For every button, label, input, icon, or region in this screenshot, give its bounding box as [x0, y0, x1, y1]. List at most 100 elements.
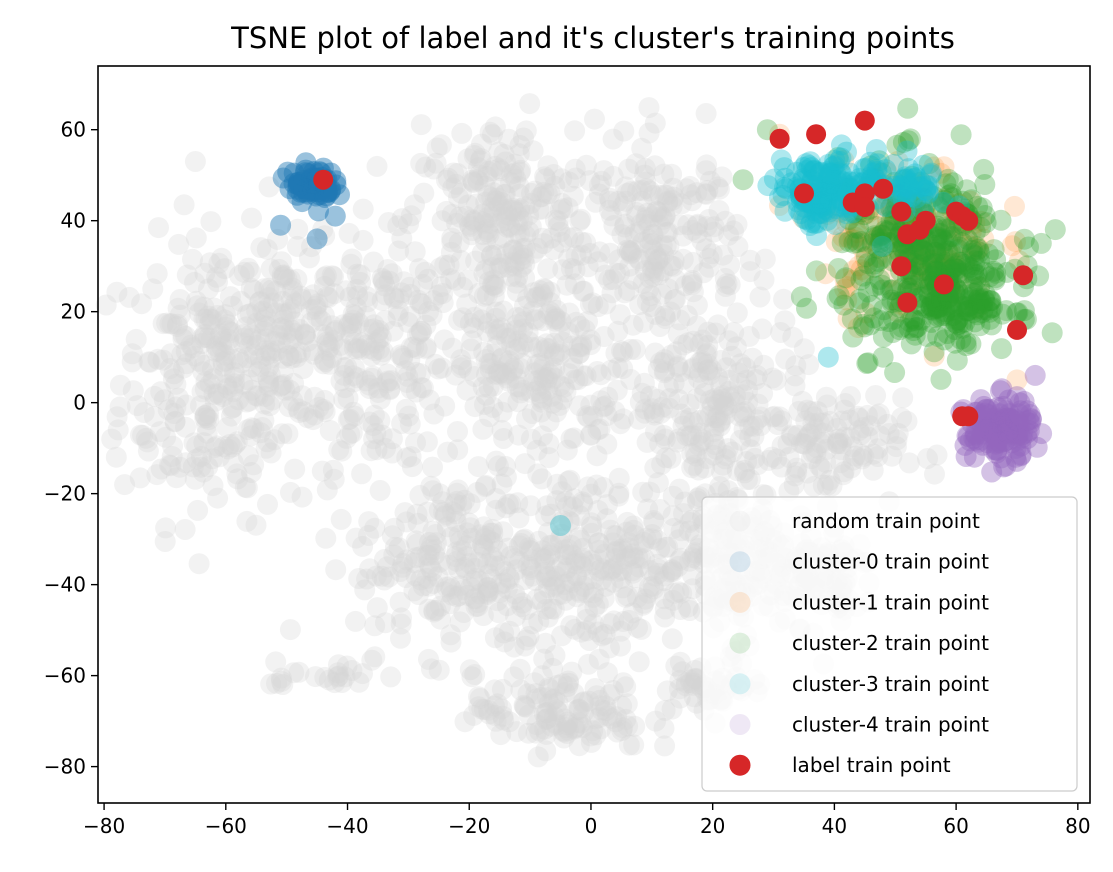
data-point: [520, 428, 542, 450]
data-point: [404, 241, 426, 263]
data-point: [193, 308, 215, 330]
data-point: [437, 441, 459, 463]
data-point: [575, 365, 597, 387]
data-point: [260, 342, 282, 364]
data-point: [345, 527, 367, 549]
data-point: [218, 320, 239, 342]
data-point: [535, 333, 557, 355]
data-point: [464, 664, 486, 685]
data-point: [380, 370, 402, 392]
data-point: [207, 382, 229, 404]
data-point: [491, 347, 513, 369]
data-point: [240, 328, 262, 349]
data-point: [854, 110, 875, 131]
data-point: [345, 610, 366, 632]
data-point: [208, 446, 230, 468]
data-point: [156, 312, 178, 334]
data-point: [719, 274, 741, 296]
data-point: [599, 190, 621, 212]
data-point: [161, 446, 183, 467]
data-point: [365, 332, 387, 354]
data-point: [644, 404, 665, 426]
data-point: [743, 426, 765, 447]
data-point: [713, 395, 735, 417]
data-point: [484, 190, 506, 212]
data-point: [813, 431, 835, 453]
data-point: [582, 405, 603, 427]
data-point: [796, 297, 817, 319]
data-point: [774, 310, 796, 332]
data-point: [634, 164, 656, 186]
data-point: [406, 338, 428, 359]
data-point: [529, 280, 551, 302]
data-point: [342, 303, 364, 325]
data-point: [538, 433, 560, 455]
data-point: [222, 376, 244, 398]
data-point: [532, 366, 554, 388]
data-point: [221, 436, 243, 458]
legend-marker: [729, 673, 751, 695]
data-point: [289, 319, 311, 340]
data-point: [746, 409, 768, 431]
data-point: [794, 433, 816, 455]
data-point: [484, 155, 506, 177]
data-point: [240, 261, 261, 283]
data-point: [707, 404, 729, 426]
data-point: [644, 457, 666, 479]
data-point: [634, 402, 656, 424]
data-point: [250, 290, 271, 312]
data-point: [277, 333, 299, 355]
data-point: [659, 388, 681, 410]
data-point: [526, 354, 548, 375]
data-point: [827, 431, 849, 453]
data-point: [718, 224, 740, 246]
data-point: [686, 294, 708, 316]
data-point: [472, 418, 494, 440]
data-point: [897, 292, 918, 313]
data-point: [739, 468, 761, 490]
data-point: [620, 338, 642, 360]
data-point: [321, 347, 343, 369]
data-point: [492, 300, 514, 322]
data-point: [611, 340, 632, 362]
data-point: [485, 307, 507, 329]
data-point: [174, 519, 196, 540]
data-point: [638, 122, 660, 144]
data-point: [697, 359, 719, 381]
data-point: [615, 176, 636, 198]
data-point: [474, 175, 496, 197]
data-point: [196, 422, 218, 444]
data-point: [598, 637, 620, 659]
data-point: [636, 431, 658, 453]
data-point: [208, 384, 229, 405]
data-point: [255, 437, 277, 459]
data-point: [681, 272, 703, 293]
data-point: [505, 168, 527, 190]
data-point: [480, 353, 502, 374]
data-point: [532, 198, 554, 220]
data-point: [395, 398, 417, 420]
data-point: [289, 341, 311, 363]
data-point: [509, 135, 531, 156]
data-point: [697, 179, 719, 201]
data-point: [255, 328, 277, 350]
data-point: [279, 269, 301, 291]
data-point: [522, 300, 544, 322]
data-point: [356, 568, 378, 590]
data-point: [705, 438, 727, 460]
data-point: [465, 250, 487, 272]
data-point: [237, 419, 259, 441]
data-point: [271, 303, 293, 325]
data-point: [366, 597, 388, 619]
data-point: [963, 446, 985, 468]
data-point: [598, 269, 620, 291]
data-point: [137, 440, 159, 462]
data-point: [595, 293, 617, 315]
data-point: [478, 271, 500, 293]
data-point: [221, 321, 243, 343]
data-point: [312, 219, 334, 241]
data-point: [703, 415, 725, 437]
data-point: [639, 560, 661, 581]
data-point: [670, 361, 692, 383]
data-point: [149, 421, 171, 443]
